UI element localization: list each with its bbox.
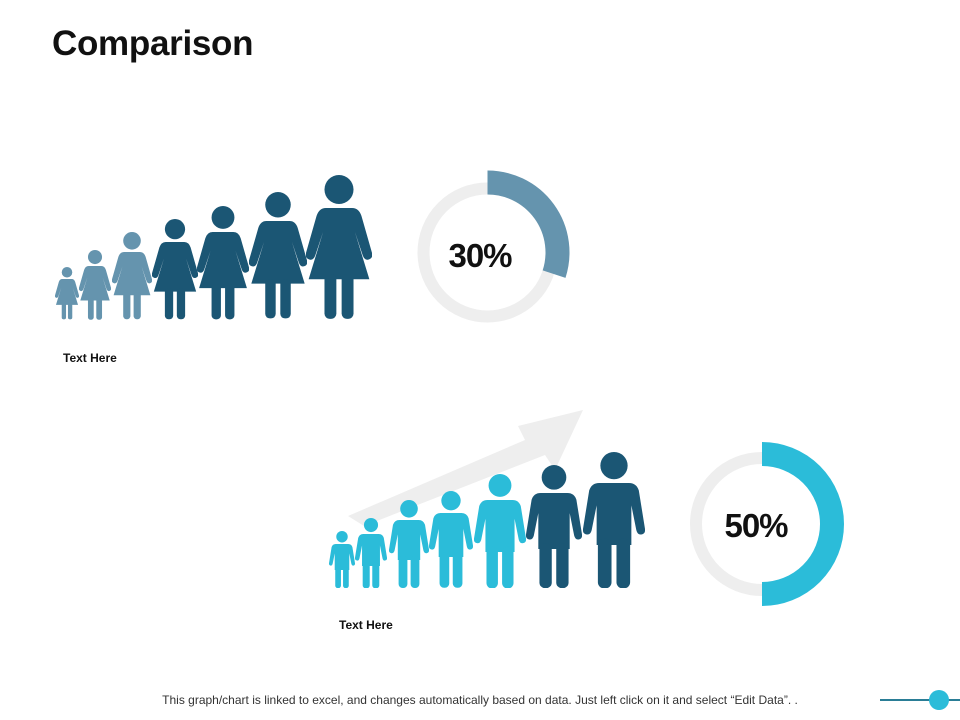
female-person-icon: [197, 205, 249, 319]
footer-note: This graph/chart is linked to excel, and…: [162, 693, 798, 707]
female-person-icon: [79, 249, 111, 320]
progress-slider[interactable]: [880, 688, 960, 712]
donut-chart-bottom[interactable]: 50%: [678, 440, 846, 608]
male-person-icon: [474, 473, 526, 588]
slider-handle[interactable]: [929, 690, 949, 710]
donut-value-arc: [761, 442, 844, 606]
donut-chart-top[interactable]: 30%: [405, 170, 570, 335]
donut-value-arc: [487, 170, 570, 278]
donut-value-label: 30%: [448, 237, 512, 274]
page-title: Comparison: [52, 24, 254, 63]
growth-arrow-icon: [348, 410, 583, 526]
male-person-icon: [526, 464, 582, 588]
male-person-icon: [429, 491, 473, 588]
male-person-icon: [583, 451, 645, 588]
male-person-icon: [355, 517, 387, 588]
female-person-icon: [306, 174, 372, 319]
caption-top: Text Here: [63, 351, 117, 365]
caption-bottom: Text Here: [339, 618, 393, 632]
female-person-icon: [152, 218, 198, 320]
female-person-icon: [249, 192, 307, 319]
male-person-icon: [329, 530, 355, 588]
female-person-icon: [55, 267, 79, 320]
male-person-icon: [389, 500, 429, 588]
female-person-icon: [112, 232, 152, 320]
donut-value-label: 50%: [724, 507, 788, 544]
